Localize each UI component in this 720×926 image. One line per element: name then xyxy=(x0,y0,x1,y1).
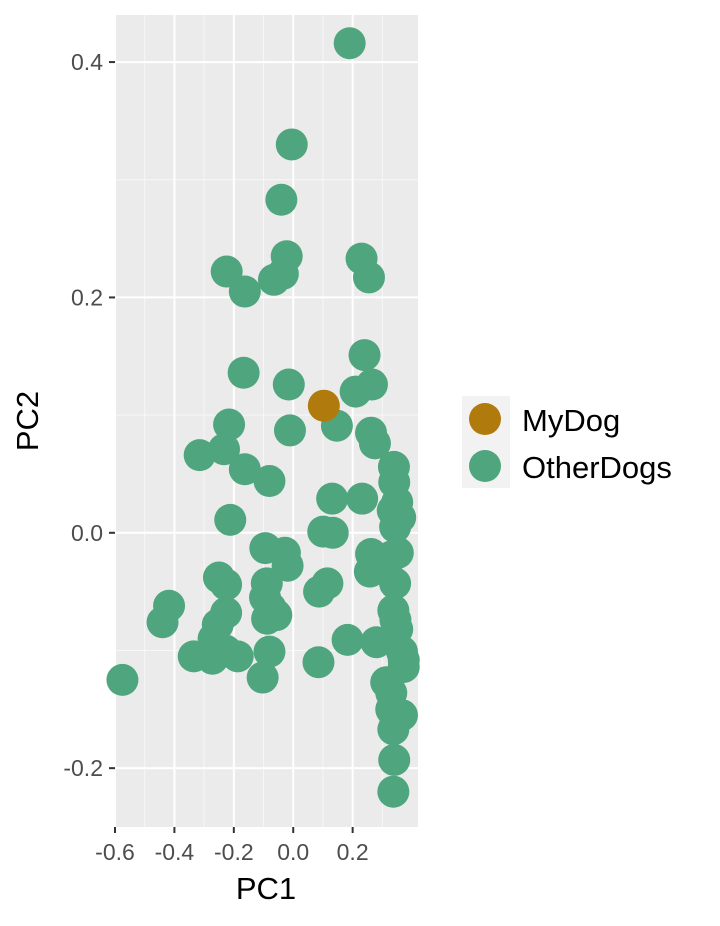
point-otherdogs xyxy=(210,568,243,601)
point-otherdogs xyxy=(353,555,386,588)
y-axis-title: PC2 xyxy=(10,391,45,451)
x-axis-title: PC1 xyxy=(236,871,296,906)
point-otherdogs xyxy=(303,575,336,608)
point-otherdogs xyxy=(146,606,179,639)
point-otherdogs xyxy=(377,775,410,808)
y-tick-label: 0.4 xyxy=(71,49,103,75)
point-otherdogs xyxy=(378,743,411,776)
legend-label-mydog: MyDog xyxy=(522,403,620,438)
x-axis: -0.6 -0.4 -0.2 0.0 0.2 xyxy=(95,827,369,865)
point-otherdogs xyxy=(177,640,210,673)
point-otherdogs xyxy=(346,482,379,515)
x-tick-label: 0.2 xyxy=(337,839,369,865)
point-otherdogs xyxy=(228,453,261,486)
point-otherdogs xyxy=(208,433,241,466)
point-otherdogs xyxy=(275,128,308,161)
point-otherdogs xyxy=(106,663,139,696)
point-otherdogs xyxy=(377,713,410,746)
point-otherdogs xyxy=(273,414,306,447)
point-otherdogs xyxy=(272,368,305,401)
legend: MyDog OtherDogs xyxy=(462,396,672,488)
point-otherdogs xyxy=(271,549,304,582)
x-tick-label: -0.2 xyxy=(214,839,254,865)
point-otherdogs xyxy=(358,427,391,460)
point-otherdogs xyxy=(379,567,412,600)
point-otherdogs xyxy=(213,408,246,441)
point-otherdogs xyxy=(352,261,385,294)
point-otherdogs xyxy=(316,516,349,549)
legend-label-otherdogs: OtherDogs xyxy=(522,450,672,485)
point-otherdogs xyxy=(227,356,260,389)
x-tick-label: 0.0 xyxy=(277,839,309,865)
point-otherdogs xyxy=(214,503,247,536)
point-otherdogs xyxy=(253,465,286,498)
point-otherdogs xyxy=(246,661,279,694)
legend-key-mydog xyxy=(469,403,501,435)
point-otherdogs xyxy=(348,339,381,372)
y-axis: -0.2 0.0 0.2 0.4 xyxy=(63,49,115,781)
point-otherdogs xyxy=(379,510,412,543)
point-otherdogs xyxy=(339,375,372,408)
y-tick-label: 0.2 xyxy=(71,284,103,310)
point-otherdogs xyxy=(257,263,290,296)
point-mydog xyxy=(307,389,340,422)
point-otherdogs xyxy=(316,482,349,515)
point-otherdogs xyxy=(228,275,261,308)
point-otherdogs xyxy=(331,623,364,656)
point-otherdogs xyxy=(221,640,254,673)
point-otherdogs xyxy=(302,646,335,679)
point-otherdogs xyxy=(253,635,286,668)
y-tick-label: 0.0 xyxy=(71,520,103,546)
x-tick-label: -0.6 xyxy=(95,839,135,865)
data-points xyxy=(106,27,420,808)
point-otherdogs xyxy=(265,183,298,216)
point-otherdogs xyxy=(251,602,284,635)
x-tick-label: -0.4 xyxy=(155,839,195,865)
point-otherdogs xyxy=(333,27,366,60)
legend-key-otherdogs xyxy=(469,450,501,482)
point-otherdogs xyxy=(360,626,393,659)
y-tick-label: -0.2 xyxy=(63,755,103,781)
point-otherdogs xyxy=(183,439,216,472)
